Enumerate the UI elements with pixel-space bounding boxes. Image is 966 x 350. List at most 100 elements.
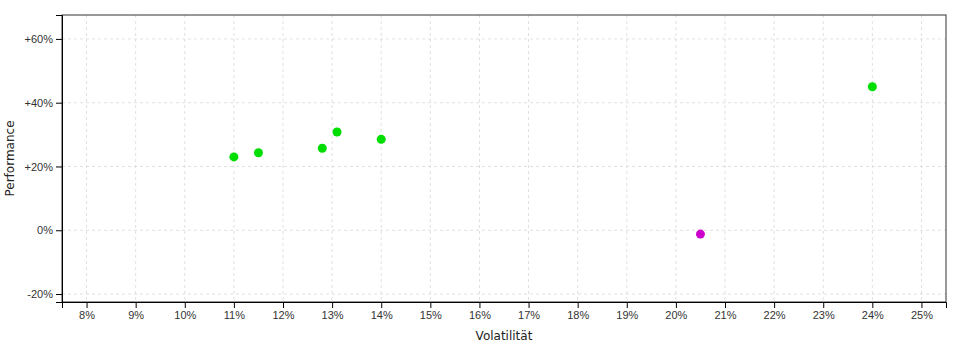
y-tick-mark [56, 103, 62, 104]
x-tick: 17% [518, 302, 540, 321]
x-tick-mark [136, 302, 137, 308]
x-tick-mark [774, 302, 775, 308]
y-tick-label: +40% [25, 97, 54, 109]
x-tick-label: 21% [714, 309, 736, 321]
x-axis: 8% 9% 10% 11% 12% 13% 14% 15% 16% 17% 18% 19% 20% 21%… [63, 302, 947, 321]
y-axis: -20% 0% +20% +40% +60% [25, 16, 63, 303]
point [868, 82, 877, 91]
x-tick-label: 15% [420, 309, 442, 321]
x-tick-label: 22% [764, 309, 786, 321]
x-tick: 9% [128, 302, 144, 321]
x-tick-mark [332, 302, 333, 308]
x-tick: 21% [714, 302, 736, 321]
y-tick-label: -20% [27, 288, 53, 300]
point [229, 152, 238, 161]
x-tick-label: 19% [616, 309, 638, 321]
point [333, 128, 342, 137]
x-tick: 16% [469, 302, 491, 321]
x-tick-label: 10% [174, 309, 196, 321]
x-grid-line [872, 15, 873, 302]
plot-area: 8% 9% 10% 11% 12% 13% 14% 15% 16% 17% 18% 19% 20% 21%… [25, 15, 947, 321]
x-tick: 15% [420, 302, 442, 321]
x-tick-label: 25% [911, 309, 933, 321]
x-grid-line [332, 15, 333, 302]
y-tick: +60% [25, 33, 62, 45]
y-tick: +20% [25, 160, 62, 172]
x-tick-label: 8% [79, 309, 95, 321]
x-tick-mark [430, 302, 431, 308]
x-tick: 10% [174, 302, 196, 321]
x-tick: 11% [224, 302, 245, 321]
x-tick-label: 12% [272, 309, 294, 321]
x-grid-line [577, 15, 578, 302]
x-tick: 24% [862, 302, 884, 321]
x-grid-line [725, 15, 726, 302]
y-tick-mark [56, 166, 62, 167]
x-tick-mark [234, 302, 235, 308]
x-tick-mark [676, 302, 677, 308]
x-tick: 19% [616, 302, 638, 321]
x-tick-mark [283, 302, 284, 308]
x-tick-mark [529, 302, 530, 308]
x-tick: 20% [665, 302, 687, 321]
x-tick-mark [185, 302, 186, 308]
x-tick-mark [381, 302, 382, 308]
x-tick-mark [627, 302, 628, 308]
x-grid-line [675, 15, 676, 302]
x-tick: 13% [322, 302, 344, 321]
x-tick-label: 20% [665, 309, 687, 321]
y-axis-title: Performance [3, 120, 17, 196]
x-tick-mark [823, 302, 824, 308]
x-grid-line [430, 15, 431, 302]
point [254, 148, 263, 157]
y-grid-line [62, 102, 946, 103]
x-tick: 12% [272, 302, 294, 321]
x-tick-label: 23% [813, 309, 835, 321]
x-tick-mark [921, 302, 922, 308]
x-grid-line [823, 15, 824, 302]
y-axis-line [56, 16, 63, 303]
x-axis-title: Volatilität [476, 329, 533, 343]
x-tick-label: 11% [224, 309, 245, 321]
x-grid-line [921, 15, 922, 302]
series [229, 82, 876, 161]
x-tick-label: 17% [518, 309, 540, 321]
y-tick: +40% [25, 97, 62, 109]
x-grid-line [774, 15, 775, 302]
x-tick: 23% [813, 302, 835, 321]
y-tick-label: 0% [37, 224, 53, 236]
y-tick-mark [56, 294, 62, 295]
x-tick-label: 18% [567, 309, 589, 321]
x-tick-mark [87, 302, 88, 308]
x-grid-line [479, 15, 480, 302]
plot-frame [62, 15, 946, 302]
x-tick-label: 14% [371, 309, 393, 321]
x-tick-mark [578, 302, 579, 308]
x-tick-label: 24% [862, 309, 884, 321]
x-grid-line [381, 15, 382, 302]
y-grid-line [62, 294, 946, 295]
point [377, 135, 386, 144]
y-tick: -20% [27, 288, 62, 300]
y-tick-label: +60% [25, 33, 54, 45]
grid [62, 15, 946, 302]
x-tick-mark [872, 302, 873, 308]
x-tick: 8% [79, 302, 95, 321]
y-grid-line [62, 230, 946, 231]
series [696, 230, 705, 239]
point [696, 230, 705, 239]
x-grid-line [86, 15, 87, 302]
x-tick: 25% [911, 302, 933, 321]
x-tick: 14% [371, 302, 393, 321]
x-tick-label: 9% [128, 309, 144, 321]
x-tick-mark [725, 302, 726, 308]
chart: 8% 9% 10% 11% 12% 13% 14% 15% 16% 17% 18% 19% 20% 21%… [0, 0, 966, 350]
x-tick-mark [479, 302, 480, 308]
points [229, 82, 876, 238]
x-grid-line [135, 15, 136, 302]
y-tick-mark [56, 39, 62, 40]
y-grid-line [62, 166, 946, 167]
x-tick: 18% [567, 302, 589, 321]
x-tick-label: 13% [322, 309, 344, 321]
y-tick: 0% [37, 224, 62, 236]
